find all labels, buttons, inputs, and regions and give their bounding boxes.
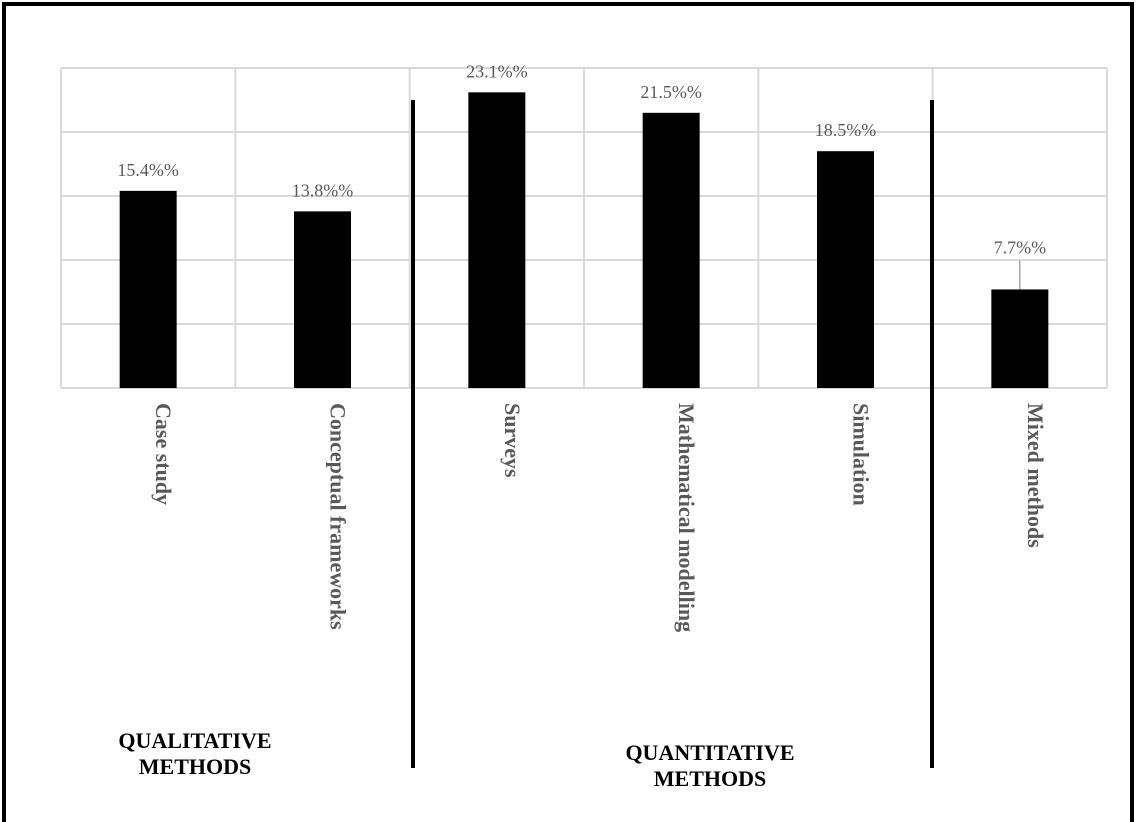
category-label: Conceptual frameworks	[326, 403, 351, 630]
bar	[991, 289, 1049, 388]
bar	[817, 151, 874, 388]
data-label: 13.8%%	[292, 180, 354, 200]
bar	[468, 92, 526, 388]
category-label: Surveys	[500, 403, 525, 478]
data-label: 15.4%%	[117, 160, 179, 180]
data-label: 21.5%%	[640, 82, 702, 102]
bar	[294, 211, 351, 388]
data-label: 23.1%%	[466, 61, 528, 81]
bar	[642, 112, 700, 389]
data-label: 7.7%%	[994, 237, 1047, 257]
group-label-quantitative: QUANTITATIVE METHODS	[580, 740, 840, 792]
bar	[119, 190, 177, 388]
group-label-qualitative-line2: METHODS	[138, 754, 252, 779]
category-label: Mixed methods	[1023, 403, 1048, 548]
group-label-quantitative-line2: METHODS	[653, 766, 767, 791]
category-label: Case study	[151, 403, 176, 505]
category-label: Simulation	[849, 403, 874, 506]
group-label-quantitative-line1: QUANTITATIVE	[625, 740, 795, 765]
data-label: 18.5%%	[815, 120, 877, 140]
group-label-qualitative-line1: QUALITATIVE	[118, 728, 272, 753]
group-label-qualitative: QUALITATIVE METHODS	[80, 728, 310, 780]
category-label: Mathematical modelling	[674, 403, 699, 632]
